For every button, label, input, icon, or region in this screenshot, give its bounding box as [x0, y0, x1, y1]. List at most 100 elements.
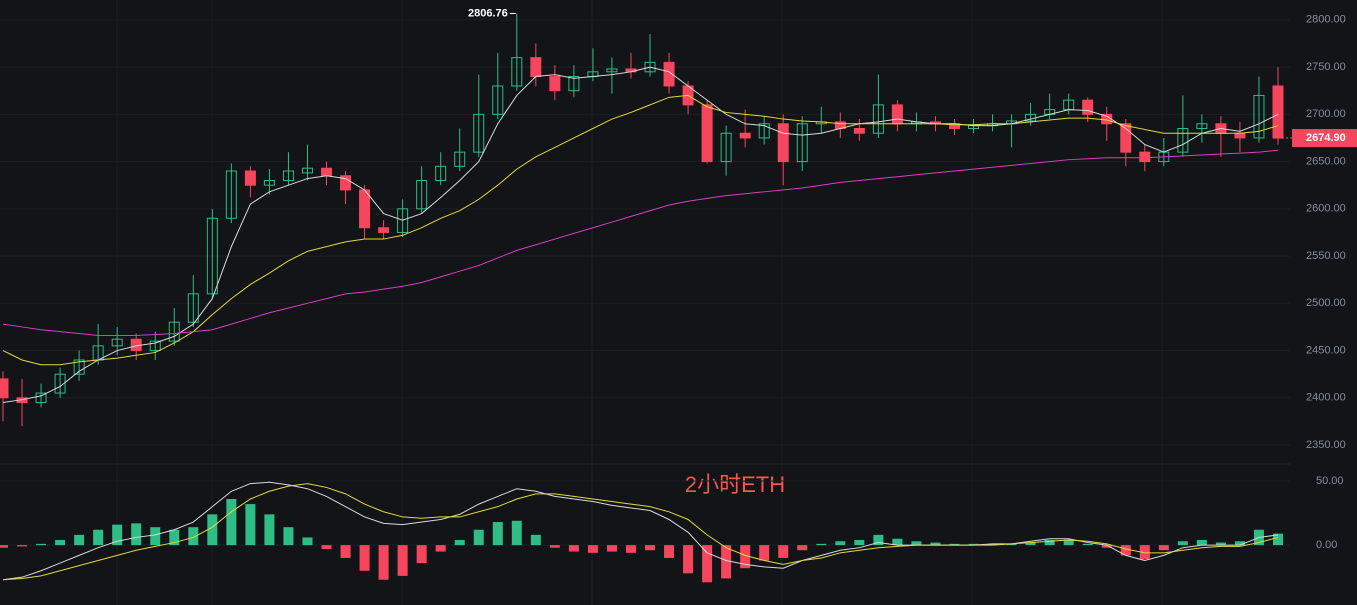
macd-bar [1063, 540, 1074, 546]
candle-body [796, 123, 808, 163]
macd-bar [17, 545, 28, 547]
candle-body [225, 170, 237, 219]
macd-line [2, 483, 1279, 581]
y-tick-label: 2450.00 [1306, 344, 1346, 356]
macd-bar [131, 523, 142, 546]
macd-bar [835, 541, 846, 546]
candle-body [168, 321, 180, 342]
candle-body [1234, 132, 1246, 139]
candle-body [378, 227, 390, 233]
macd-bar [511, 520, 522, 546]
macd-bar [340, 545, 351, 558]
macd-bar [949, 543, 960, 546]
macd-bar [740, 545, 751, 569]
moving-average [2, 149, 1279, 336]
macd-bar [549, 545, 560, 548]
macd-bar [664, 545, 675, 558]
macd-bar [454, 540, 465, 546]
macd-bar [416, 545, 427, 564]
candle-body [454, 151, 466, 167]
macd-bar [968, 543, 979, 546]
candle-body [35, 392, 47, 404]
macd-bar [1006, 543, 1017, 546]
macd-bar [530, 534, 541, 546]
y-tick-label: 2550.00 [1306, 250, 1346, 262]
macd-bar [245, 504, 256, 546]
candle-body [187, 293, 199, 323]
candle-body [0, 378, 9, 399]
macd-bar [112, 524, 123, 546]
y-tick-label: 2650.00 [1306, 155, 1346, 167]
macd-bar [625, 545, 636, 553]
candle-body [872, 104, 884, 134]
macd-bar [207, 514, 218, 546]
macd-bar [683, 545, 694, 574]
candle-body [263, 179, 275, 186]
macd-bar [873, 534, 884, 546]
candle-body [149, 340, 161, 352]
macd-bar [721, 545, 732, 579]
y-tick-label: 2800.00 [1306, 14, 1346, 26]
moving-average [2, 94, 1279, 366]
macd-bar [816, 543, 827, 546]
candle-body [111, 338, 123, 347]
candle-body [1177, 128, 1189, 153]
macd-bar [264, 514, 275, 546]
candle-body [644, 61, 656, 73]
last-price-label: 2674.90 [1306, 132, 1346, 144]
candle-body [206, 217, 218, 295]
candle-body [663, 61, 675, 87]
macd-bar [568, 545, 579, 552]
candle-body [568, 76, 580, 92]
macd-bar [702, 545, 713, 583]
y-tick-label: 2700.00 [1306, 108, 1346, 120]
candle-body [853, 128, 865, 134]
macd-bar [0, 545, 8, 548]
macd-bar [1082, 543, 1093, 546]
macd-bar [169, 529, 180, 546]
candle-body [435, 165, 447, 181]
macd-bar [1234, 541, 1245, 546]
candle-body [397, 208, 409, 233]
macd-line [2, 481, 1279, 581]
candle-body [1120, 123, 1132, 153]
macd-bar [1158, 545, 1169, 551]
candle-body [1196, 123, 1208, 130]
macd-bar [1273, 533, 1283, 546]
macd-bar [1177, 541, 1188, 546]
candle-body [891, 104, 903, 125]
candle-body [321, 167, 333, 177]
candle-body [1082, 99, 1094, 115]
y-tick-label: 2750.00 [1306, 61, 1346, 73]
high-label: 2806.76 [468, 7, 508, 19]
candle-body [720, 132, 732, 163]
candle-body [359, 189, 371, 229]
y-tick-label: 50.00 [1316, 475, 1344, 487]
macd-bar [854, 540, 865, 546]
candle-body [530, 57, 542, 78]
y-tick-label: 2500.00 [1306, 297, 1346, 309]
macd-bar [797, 545, 808, 551]
candle-body [739, 132, 751, 139]
macd-bar [435, 545, 446, 552]
candle-body [758, 123, 770, 139]
macd-bar [645, 545, 656, 551]
candle-body [301, 167, 313, 174]
macd-bar [36, 543, 47, 546]
macd-bar [1139, 545, 1150, 560]
macd-bar [359, 545, 370, 571]
y-tick-label: 2600.00 [1306, 203, 1346, 215]
macd-bar [1120, 545, 1131, 556]
candle-body [606, 68, 618, 73]
candle-body [549, 76, 561, 92]
last-price-box [1292, 129, 1357, 148]
macd-bar [892, 538, 903, 546]
candle-body [492, 85, 504, 115]
candle-body [54, 373, 66, 394]
macd-bar [930, 542, 941, 546]
macd-bar [150, 527, 161, 546]
candle-body [1253, 94, 1265, 139]
macd-bar [302, 537, 313, 546]
vertical-grid [116, 0, 1163, 605]
